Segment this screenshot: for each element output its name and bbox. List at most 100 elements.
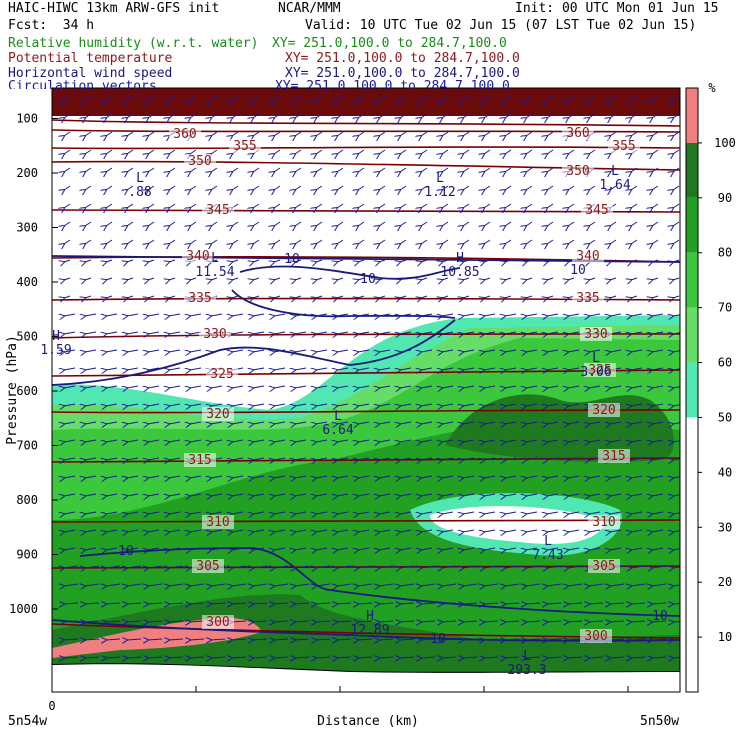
circulation-arrow [400,277,407,280]
theta-label: 350 [188,154,211,169]
circulation-arrow [64,404,76,406]
circulation-arrow [379,113,386,118]
extremum-value: 10.85 [440,265,479,280]
circulation-arrow [421,295,428,298]
theta-label: 315 [188,453,211,468]
circulation-arrow [652,621,667,622]
circulation-arrow [232,167,239,172]
circulation-arrow [505,221,512,226]
circulation-arrow [505,621,520,622]
circulation-arrow [421,566,436,568]
circulation-arrow [295,221,302,226]
theta-label: 330 [584,327,607,342]
circulation-arrow [169,259,176,262]
wind-label: 10 [570,263,586,278]
circulation-arrow [106,113,113,118]
circulation-arrow [274,350,286,352]
theta-label: 300 [584,629,607,644]
circulation-arrow [631,203,638,208]
circulation-arrow [127,566,142,568]
circulation-arrow [64,639,79,640]
circulation-arrow [526,167,533,172]
circulation-arrow [232,350,244,352]
circulation-arrow [589,386,601,388]
field-wind-name: Horizontal wind speed [8,66,173,81]
colorbar-band [686,307,698,363]
extremum-value: 293.3 [507,663,546,678]
circulation-arrow [274,530,286,532]
circulation-arrow [484,167,491,172]
circulation-arrow [463,113,470,118]
circulation-arrow [274,221,281,226]
circulation-arrow [505,422,517,424]
circulation-arrow [505,167,512,172]
extremum-value: 1.59 [40,343,71,358]
circulation-arrow [232,259,239,262]
circulation-arrow [358,113,365,118]
circulation-arrow [337,584,352,586]
circulation-arrow [400,548,412,550]
circulation-arrow [421,639,436,640]
circulation-arrow [505,458,517,460]
theta-label: 340 [186,249,209,264]
circulation-arrow [547,548,559,550]
circulation-arrow [337,95,344,100]
circulation-arrow [568,422,580,424]
circulation-arrow [379,221,386,226]
circulation-arrow [253,422,265,424]
circulation-arrow [505,512,517,514]
theta-label: 340 [576,249,599,264]
circulation-arrow [169,404,181,406]
circulation-arrow [169,494,181,496]
theta-label: 350 [566,164,589,179]
circulation-arrow [442,95,449,100]
circulation-arrow [85,657,100,658]
circulation-arrow [358,131,365,136]
circulation-arrow [547,386,559,388]
circulation-arrow [421,584,436,586]
circulation-arrow [295,167,302,172]
theta-label-bg [562,126,594,140]
circulation-arrow [295,185,302,190]
circulation-arrow [190,512,202,514]
circulation-arrow [85,277,92,280]
circulation-arrow [673,167,680,172]
circulation-arrow [358,95,365,100]
circulation-arrow [526,440,538,442]
circulation-arrow [127,368,139,370]
circulation-arrow [127,350,139,352]
circulation-arrow [652,239,659,244]
circulation-arrow [463,404,475,406]
circulation-arrow [400,368,412,370]
circulation-arrow [316,639,331,640]
circulation-arrow [127,440,139,442]
circulation-arrow [64,332,76,334]
circulation-arrow [148,203,155,208]
circulation-arrow [316,476,328,478]
circulation-arrow [85,239,92,244]
circulation-arrow [64,657,79,658]
circulation-arrow [421,422,433,424]
circulation-arrow [127,548,139,550]
circulation-arrow [652,386,664,388]
circulation-arrow [589,440,601,442]
theta-label: 325 [210,367,233,382]
circulation-arrow [190,314,202,316]
circulation-arrow [64,113,71,118]
circulation-arrow [421,621,436,622]
circulation-arrow [295,368,307,370]
circulation-arrow [358,512,370,514]
circulation-arrow [568,350,580,352]
circulation-arrow [337,113,344,118]
circulation-arrow [421,277,428,280]
circulation-arrow [211,548,223,550]
circulation-arrow [526,149,533,154]
colorbar-tick-label: 90 [718,191,732,205]
extremum-value: 12.89 [350,623,389,638]
circulation-vectors [64,95,680,658]
circulation-arrow [274,657,289,658]
circulation-arrow [610,639,625,640]
circulation-arrow [442,548,454,550]
circulation-arrow [589,494,601,496]
circulation-arrow [64,239,71,244]
